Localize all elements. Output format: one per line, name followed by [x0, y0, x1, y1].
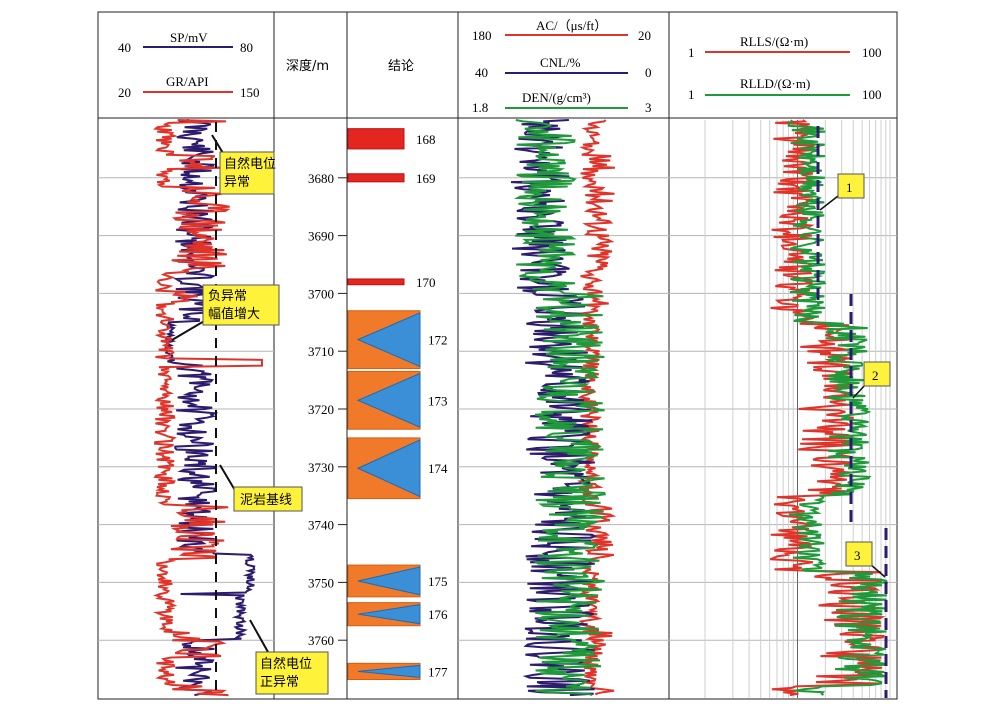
curve-sp: [164, 119, 256, 697]
callout-mudstone-baseline-text: 泥岩基线: [240, 493, 292, 508]
layer-label-169: 169: [416, 171, 436, 186]
depth-header: 深度/m: [286, 58, 329, 74]
layer-label-172: 172: [428, 333, 448, 348]
callout-box: [202, 284, 280, 326]
track1-header: 40 SP/mV 80 20 GR/API 150: [118, 30, 260, 100]
layer-label-177: 177: [428, 664, 448, 679]
layer-169: [347, 173, 405, 183]
cnl-scale-min: 40: [475, 65, 488, 80]
rlld-scale-max: 100: [862, 87, 882, 102]
rlls-scale-min: 1: [688, 45, 695, 60]
den-scale-min: 1.8: [472, 100, 488, 115]
rlls-legend-label: RLLS/(Ω·m): [740, 34, 808, 49]
layer-triangle-172: [356, 311, 421, 368]
marker-label-3: 3: [854, 548, 861, 563]
chart-frame: [97, 11, 898, 700]
curve-rlls: [769, 119, 886, 697]
depth-label-3720: 3720: [308, 402, 334, 417]
callout-box: [255, 651, 329, 695]
curve-gr: [152, 119, 263, 697]
rlld-scale-min: 1: [688, 87, 695, 102]
marker-label-2: 2: [872, 368, 879, 383]
callout-box: [233, 486, 303, 512]
callout-negative-anomaly-text: 负异常幅值增大: [208, 289, 260, 322]
callout-negative-anomaly: 负异常幅值增大: [171, 284, 280, 341]
depth-label-3710: 3710: [308, 344, 334, 359]
callout-sp-anomaly: 自然电位异常: [211, 134, 276, 195]
gr-legend-label: GR/API: [166, 74, 209, 89]
depth-label-3740: 3740: [308, 518, 334, 533]
ac-scale-max: 20: [638, 28, 651, 43]
log-curves: [152, 119, 889, 697]
layer-label-173: 173: [428, 393, 448, 408]
marker-callout-1: 1: [819, 173, 865, 211]
gr-scale-max: 150: [240, 85, 260, 100]
layer-triangle-176: [357, 604, 421, 625]
curve-rlld: [787, 119, 889, 696]
layer-label-174: 174: [428, 461, 448, 476]
sp-scale-max: 80: [240, 40, 253, 55]
track3-header: 180 AC/（μs/ft） 20 40 CNL/% 0 1.8 DEN/(g/…: [472, 18, 652, 115]
conclusion-layers: 168 169 170 172 173 174 175 176 177: [347, 128, 448, 681]
layer-triangle-173: [356, 372, 421, 428]
cnl-scale-max: 0: [645, 65, 652, 80]
ac-legend-label: AC/（μs/ft）: [536, 18, 607, 33]
depth-label-3690: 3690: [308, 229, 334, 244]
rlld-legend-label: RLLD/(Ω·m): [740, 76, 810, 91]
callout-box: [219, 151, 275, 195]
callout-positive-anomaly-text: 自然电位正异常: [260, 656, 312, 690]
callout-mudstone-baseline: 泥岩基线: [219, 464, 303, 512]
layer-triangle-175: [357, 566, 421, 596]
depth-label-3680: 3680: [308, 171, 334, 186]
conclusion-header: 结论: [388, 59, 414, 74]
rlls-scale-max: 100: [862, 45, 882, 60]
sp-legend-label: SP/mV: [170, 30, 208, 45]
marker-callout-2: 2: [852, 361, 891, 399]
curve-den: [513, 119, 607, 697]
depth-label-3750: 3750: [308, 575, 334, 590]
marker-callout-3: 3: [845, 541, 886, 578]
depth-label-3730: 3730: [308, 460, 334, 475]
depth-tick-labels: 3680 3690 3700 3710 3720 3730 3740 3750 3760: [308, 171, 347, 648]
callout-sp-anomaly-line1: 自然电位异常: [224, 156, 276, 190]
den-legend-label: DEN/(g/cm³): [522, 90, 591, 105]
marker-label-1: 1: [846, 180, 853, 195]
gr-scale-min: 20: [118, 85, 131, 100]
layer-label-168: 168: [416, 132, 436, 147]
den-scale-max: 3: [645, 100, 652, 115]
ac-scale-min: 180: [472, 28, 492, 43]
track4-header: 1 RLLS/(Ω·m) 100 1 RLLD/(Ω·m) 100: [688, 34, 882, 102]
layer-label-175: 175: [428, 574, 448, 589]
layer-170: [347, 278, 405, 286]
depth-label-3700: 3700: [308, 286, 334, 301]
layer-triangle-177: [357, 664, 421, 679]
cnl-legend-label: CNL/%: [540, 55, 581, 70]
layer-triangle-174: [356, 439, 421, 498]
curve-cnl: [510, 119, 597, 697]
callout-positive-anomaly: 自然电位正异常: [249, 619, 329, 695]
layer-label-176: 176: [428, 607, 448, 622]
depth-label-3760: 3760: [308, 633, 334, 648]
sp-scale-min: 40: [118, 40, 131, 55]
layer-168: [347, 128, 405, 150]
layer-label-170: 170: [416, 275, 436, 290]
